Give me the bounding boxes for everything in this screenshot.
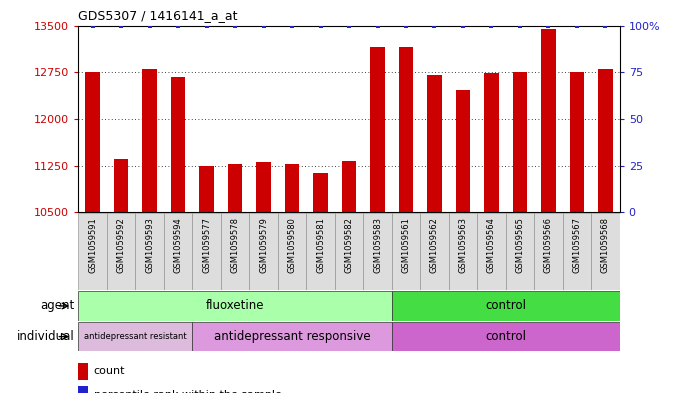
- Bar: [278, 213, 306, 290]
- Bar: [420, 213, 449, 290]
- Bar: [513, 72, 527, 212]
- Bar: [563, 213, 591, 290]
- Bar: [541, 29, 556, 212]
- Bar: [399, 47, 413, 212]
- Text: GSM1059591: GSM1059591: [88, 217, 97, 273]
- Text: GSM1059583: GSM1059583: [373, 217, 382, 273]
- Text: GSM1059568: GSM1059568: [601, 217, 610, 273]
- Bar: [200, 165, 214, 212]
- Bar: [78, 291, 392, 321]
- Bar: [85, 72, 99, 212]
- Bar: [192, 322, 392, 351]
- Bar: [78, 386, 88, 393]
- Text: GSM1059567: GSM1059567: [573, 217, 582, 273]
- Bar: [392, 291, 620, 321]
- Text: GSM1059579: GSM1059579: [259, 217, 268, 273]
- Bar: [257, 162, 270, 212]
- Text: GSM1059564: GSM1059564: [487, 217, 496, 273]
- Bar: [164, 213, 192, 290]
- Text: GDS5307 / 1416141_a_at: GDS5307 / 1416141_a_at: [78, 9, 238, 22]
- Text: GSM1059577: GSM1059577: [202, 217, 211, 273]
- Text: GSM1059566: GSM1059566: [544, 217, 553, 273]
- Text: GSM1059582: GSM1059582: [345, 217, 353, 273]
- Bar: [534, 213, 563, 290]
- Text: GSM1059593: GSM1059593: [145, 217, 154, 273]
- Bar: [591, 213, 620, 290]
- Text: antidepressant resistant: antidepressant resistant: [84, 332, 187, 341]
- Text: count: count: [93, 366, 125, 376]
- Bar: [221, 213, 249, 290]
- Text: control: control: [486, 330, 526, 343]
- Text: GSM1059563: GSM1059563: [458, 217, 467, 273]
- Bar: [228, 164, 242, 212]
- Text: agent: agent: [41, 299, 75, 312]
- Bar: [428, 75, 441, 212]
- Bar: [78, 213, 107, 290]
- Text: individual: individual: [17, 330, 75, 343]
- Bar: [192, 213, 221, 290]
- Bar: [285, 164, 299, 212]
- Bar: [370, 47, 385, 212]
- Bar: [335, 213, 363, 290]
- Text: GSM1059562: GSM1059562: [430, 217, 439, 273]
- Bar: [114, 159, 128, 212]
- Bar: [249, 213, 278, 290]
- Text: control: control: [486, 299, 526, 312]
- Bar: [107, 213, 136, 290]
- Text: GSM1059565: GSM1059565: [516, 217, 524, 273]
- Text: fluoxetine: fluoxetine: [206, 299, 264, 312]
- Bar: [449, 213, 477, 290]
- Bar: [306, 213, 335, 290]
- Bar: [78, 362, 88, 380]
- Text: antidepressant responsive: antidepressant responsive: [214, 330, 370, 343]
- Bar: [456, 90, 470, 212]
- Bar: [363, 213, 392, 290]
- Bar: [78, 322, 192, 351]
- Bar: [313, 173, 328, 212]
- Bar: [342, 161, 356, 212]
- Bar: [136, 213, 164, 290]
- Text: GSM1059580: GSM1059580: [287, 217, 296, 273]
- Text: GSM1059578: GSM1059578: [231, 217, 240, 273]
- Bar: [171, 77, 185, 212]
- Text: GSM1059561: GSM1059561: [402, 217, 411, 273]
- Bar: [599, 69, 613, 212]
- Bar: [484, 73, 498, 212]
- Bar: [142, 69, 157, 212]
- Text: GSM1059594: GSM1059594: [174, 217, 183, 273]
- Bar: [570, 72, 584, 212]
- Bar: [392, 213, 420, 290]
- Text: GSM1059592: GSM1059592: [116, 217, 125, 273]
- Bar: [477, 213, 506, 290]
- Bar: [506, 213, 534, 290]
- Text: GSM1059581: GSM1059581: [316, 217, 325, 273]
- Bar: [392, 322, 620, 351]
- Text: percentile rank within the sample: percentile rank within the sample: [93, 390, 281, 393]
